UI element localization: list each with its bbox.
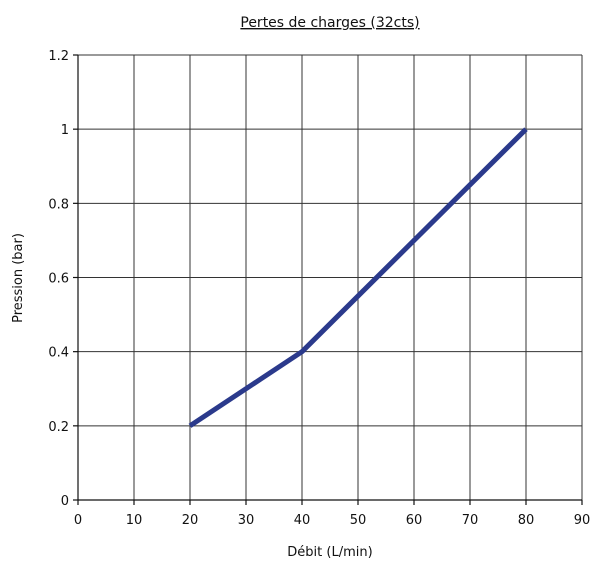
x-tick-label: 0 — [74, 513, 82, 528]
y-tick-label: 1 — [61, 123, 69, 138]
x-tick-label: 90 — [574, 513, 591, 528]
y-tick-label: 0.2 — [48, 420, 69, 435]
x-tick-label: 50 — [350, 513, 367, 528]
series — [188, 127, 528, 428]
series-line — [188, 127, 528, 428]
x-tick-label: 10 — [126, 513, 143, 528]
x-tick-label: 80 — [518, 513, 535, 528]
grid — [77, 54, 583, 501]
y-tick-label: 0.8 — [48, 197, 69, 212]
x-tick-label: 40 — [294, 513, 311, 528]
x-tick-label: 20 — [182, 513, 199, 528]
x-tick-label: 60 — [406, 513, 423, 528]
y-tick-label: 1.2 — [48, 49, 69, 64]
y-axis-ticks: 0 0.2 0.4 0.6 0.8 1 1.2 — [48, 49, 78, 509]
x-axis-label: Débit (L/min) — [287, 545, 372, 560]
chart-title: Pertes de charges (32cts) — [240, 15, 419, 31]
y-tick-label: 0.6 — [48, 272, 69, 287]
y-tick-label: 0.4 — [48, 346, 69, 361]
x-tick-label: 70 — [462, 513, 479, 528]
y-axis-label: Pression (bar) — [11, 233, 26, 323]
x-tick-label: 30 — [238, 513, 255, 528]
y-tick-label: 0 — [61, 494, 69, 509]
x-axis-ticks: 0 10 20 30 40 50 60 70 80 90 — [74, 500, 590, 528]
